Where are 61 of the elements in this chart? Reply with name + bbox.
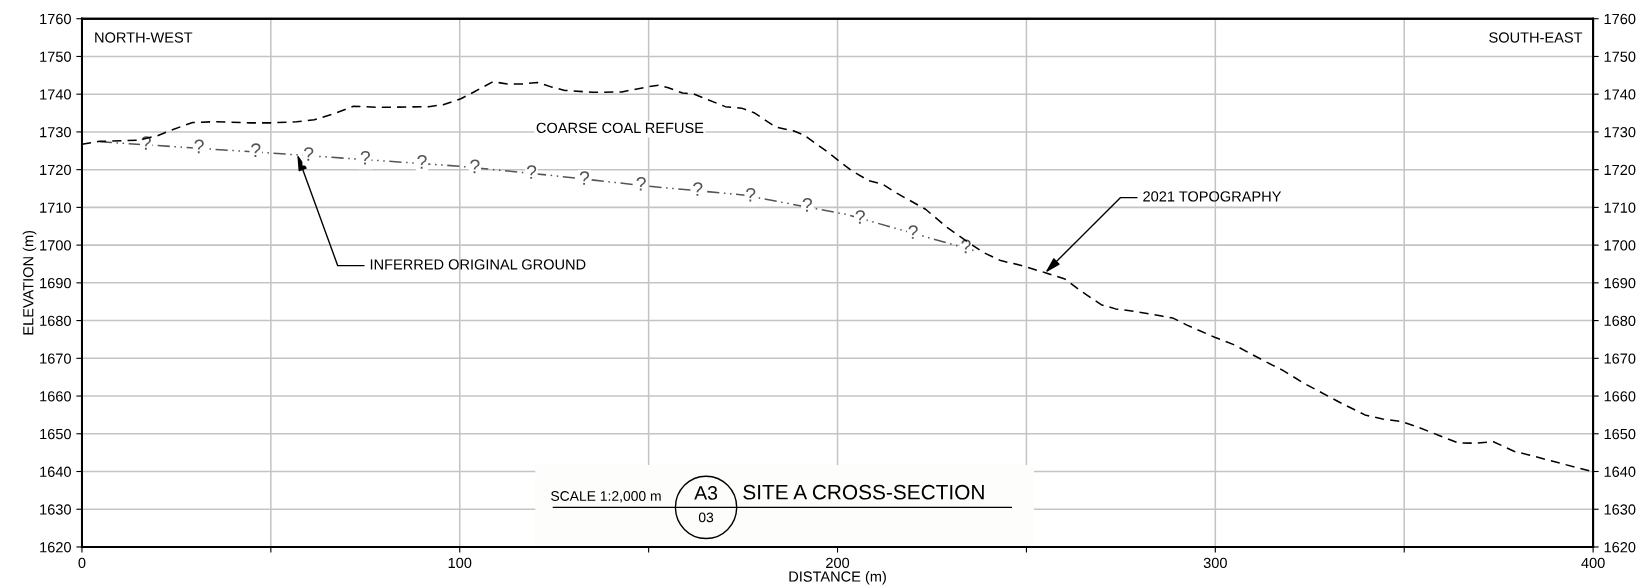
y-tick-label: 1740 xyxy=(40,89,71,100)
annotation: A3 xyxy=(694,486,718,500)
y-tick-label: 1690 xyxy=(40,277,71,289)
x-tick-label: 300 xyxy=(1203,557,1227,569)
x-tick-label: 100 xyxy=(448,557,472,569)
y2-tick-label: 1740 xyxy=(1604,89,1636,100)
y-tick-label: 1670 xyxy=(40,353,71,364)
y2-tick-label: 1650 xyxy=(1604,428,1636,440)
annotation: SCALE 1:2,000 m xyxy=(551,491,661,503)
y2-tick-label: 1680 xyxy=(1604,315,1636,327)
y2-tick-label: 1620 xyxy=(1604,542,1636,553)
annotation: ? xyxy=(908,225,918,239)
y-tick-label: 1730 xyxy=(40,127,71,138)
annotation: 2021 TOPOGRAPHY xyxy=(1143,191,1282,202)
annotation: INFERRED ORIGINAL GROUND xyxy=(370,259,586,270)
y-tick-label: 1620 xyxy=(40,542,71,553)
annotation: ? xyxy=(251,143,261,157)
annotation: ? xyxy=(526,165,537,179)
y-tick-label: 1700 xyxy=(40,240,71,251)
y-tick-label: 1750 xyxy=(40,51,71,62)
y2-tick-label: 1700 xyxy=(1604,240,1636,251)
annotation: ? xyxy=(636,176,646,191)
y-axis-title: ELEVATION (m) xyxy=(22,230,37,335)
y-tick-label: 1720 xyxy=(40,164,71,176)
annotation: ? xyxy=(470,159,480,174)
y2-tick-label: 1640 xyxy=(1604,466,1636,477)
annotation: NORTH-WEST xyxy=(95,32,193,43)
annotation: ? xyxy=(855,210,865,224)
x-tick-label: 400 xyxy=(1581,557,1605,569)
annotation: ? xyxy=(961,239,971,254)
y2-tick-label: 1660 xyxy=(1604,391,1636,402)
y-tick-label: 1640 xyxy=(40,466,71,477)
annotation: COARSE COAL REFUSE xyxy=(536,122,704,134)
annotation: ? xyxy=(579,171,590,185)
y-tick-label: 1710 xyxy=(40,202,71,213)
y-tick-label: 1660 xyxy=(40,391,71,402)
annotation: ? xyxy=(360,150,370,165)
annotation: ? xyxy=(802,198,812,212)
y2-tick-label: 1730 xyxy=(1604,127,1636,138)
annotation: ? xyxy=(417,155,427,169)
y2-tick-label: 1720 xyxy=(1604,164,1636,176)
y2-tick-label: 1750 xyxy=(1604,51,1636,62)
annotation: 03 xyxy=(698,512,714,523)
y2-tick-label: 1710 xyxy=(1604,202,1636,213)
y2-tick-label: 1760 xyxy=(1604,13,1636,25)
x-tick-label: 200 xyxy=(826,557,850,569)
y2-tick-label: 1630 xyxy=(1604,504,1636,515)
y2-tick-label: 1670 xyxy=(1604,353,1636,364)
x-tick-label: 0 xyxy=(78,557,86,569)
y-tick-label: 1680 xyxy=(40,315,71,327)
text: SITE A CROSS-SECTION xyxy=(743,484,984,500)
annotation: SOUTH-EAST xyxy=(1489,32,1583,43)
y-tick-label: 1630 xyxy=(40,504,71,515)
annotation: ? xyxy=(693,182,703,196)
annotation: ? xyxy=(304,147,314,161)
annotation: ? xyxy=(746,187,756,202)
y2-tick-label: 1690 xyxy=(1604,277,1636,289)
y-tick-label: 1650 xyxy=(40,428,71,440)
y-tick-label: 1760 xyxy=(40,13,71,25)
annotation: ? xyxy=(194,139,204,154)
x-axis-title: DISTANCE (m) xyxy=(789,570,886,585)
